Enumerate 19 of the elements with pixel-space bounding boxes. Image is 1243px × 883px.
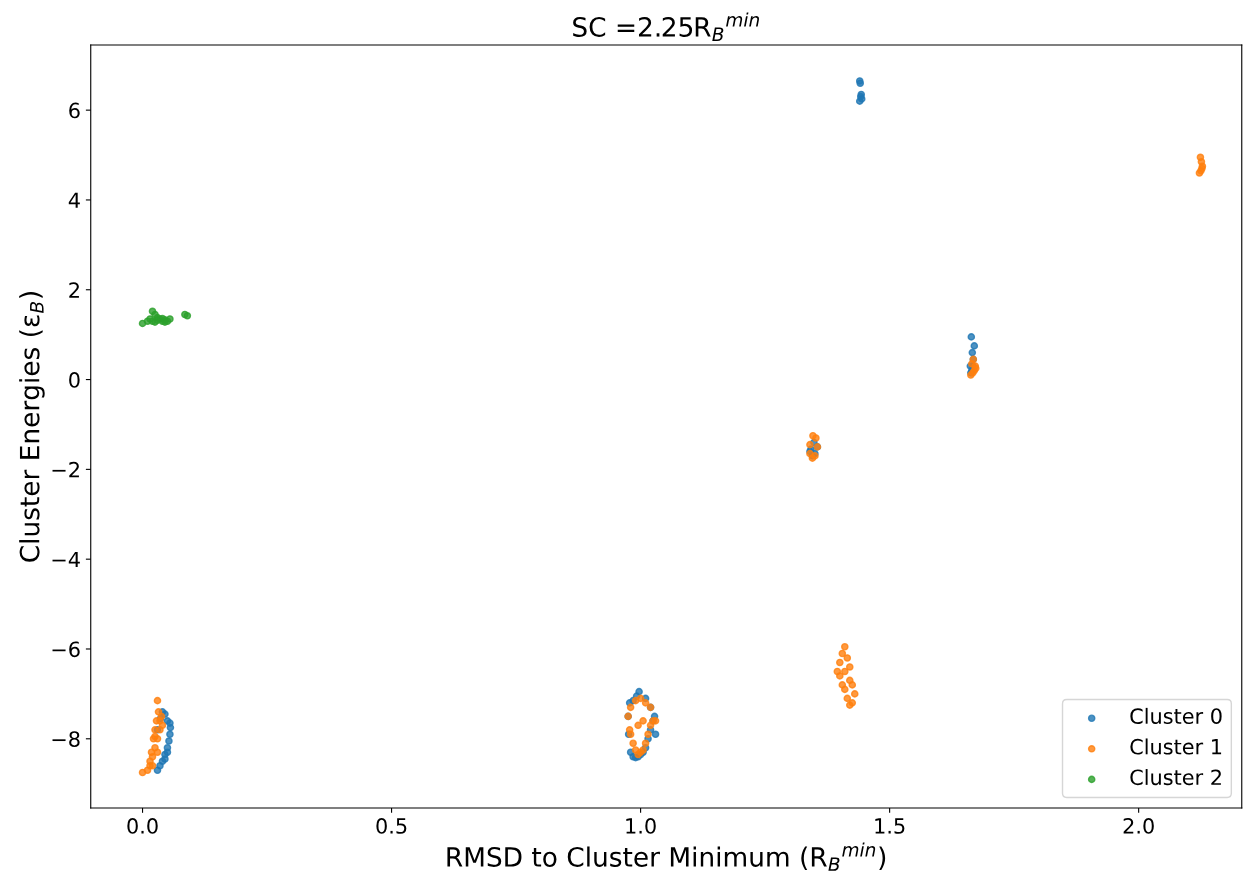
- legend-label: Cluster 1: [1130, 738, 1222, 755]
- y-tick-label: 2: [69, 282, 79, 298]
- legend-label: Cluster 0: [1130, 707, 1222, 724]
- x-axis-title: RMSD to Cluster Minimum (R$_{B}$$^{min}$): [447, 842, 886, 871]
- y-tick-label: 6: [69, 102, 80, 119]
- y-tick-label: 4: [68, 192, 80, 208]
- x-tick-label: 0.0: [127, 818, 158, 834]
- x-tick-label: 2.0: [1123, 818, 1154, 834]
- x-tick-label: 1.0: [626, 818, 656, 834]
- chart-title: SC =2.25R$_{B}$$^{min}$: [573, 12, 759, 41]
- legend-label: Cluster 2: [1130, 769, 1221, 786]
- x-tick-label: 1.5: [875, 818, 905, 834]
- y-tick-label: −2: [52, 461, 79, 478]
- y-tick-label: −4: [52, 551, 80, 568]
- x-tick-label: 0.5: [376, 818, 407, 834]
- y-tick-label: −6: [52, 641, 80, 658]
- y-tick-label: 0: [69, 372, 80, 388]
- y-tick-label: −8: [52, 731, 80, 747]
- y-axis-title: Cluster Energies (ε$_{B}$): [19, 292, 45, 562]
